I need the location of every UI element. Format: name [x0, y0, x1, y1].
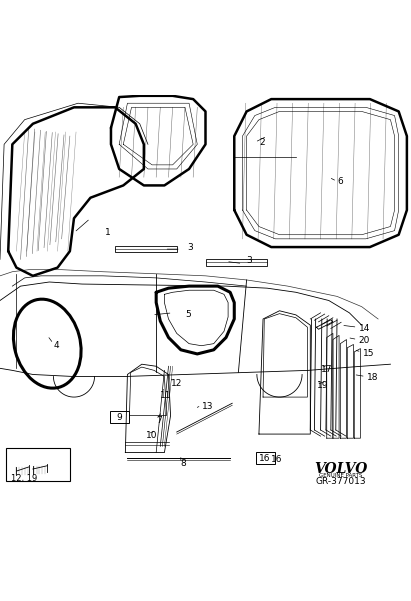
Text: 10: 10 — [146, 431, 157, 440]
Text: 20: 20 — [359, 337, 370, 346]
Text: 4: 4 — [53, 341, 59, 350]
Text: 2: 2 — [259, 138, 265, 147]
Text: VOLVO: VOLVO — [314, 462, 368, 476]
Text: 6: 6 — [337, 177, 343, 186]
Text: 1: 1 — [105, 228, 111, 237]
Text: 16: 16 — [259, 454, 271, 463]
Text: 8: 8 — [181, 459, 187, 468]
Text: 16: 16 — [271, 456, 283, 465]
Text: 14: 14 — [359, 324, 370, 333]
Text: 11: 11 — [160, 391, 172, 400]
Text: 17: 17 — [321, 365, 333, 374]
Text: 12, 19: 12, 19 — [11, 474, 37, 483]
Text: 18: 18 — [367, 373, 379, 382]
Text: GENUINE PARTS: GENUINE PARTS — [319, 472, 363, 478]
Text: 3: 3 — [247, 255, 252, 264]
Bar — [6, 448, 70, 481]
Text: 15: 15 — [363, 349, 374, 358]
Text: 5: 5 — [185, 310, 191, 319]
Text: 12: 12 — [171, 379, 182, 388]
Text: 19: 19 — [317, 382, 329, 391]
Text: GR-377013: GR-377013 — [316, 477, 367, 486]
Text: 3: 3 — [187, 243, 193, 252]
Text: 9: 9 — [116, 413, 122, 422]
Text: 7: 7 — [156, 416, 162, 425]
Text: 13: 13 — [202, 402, 214, 411]
